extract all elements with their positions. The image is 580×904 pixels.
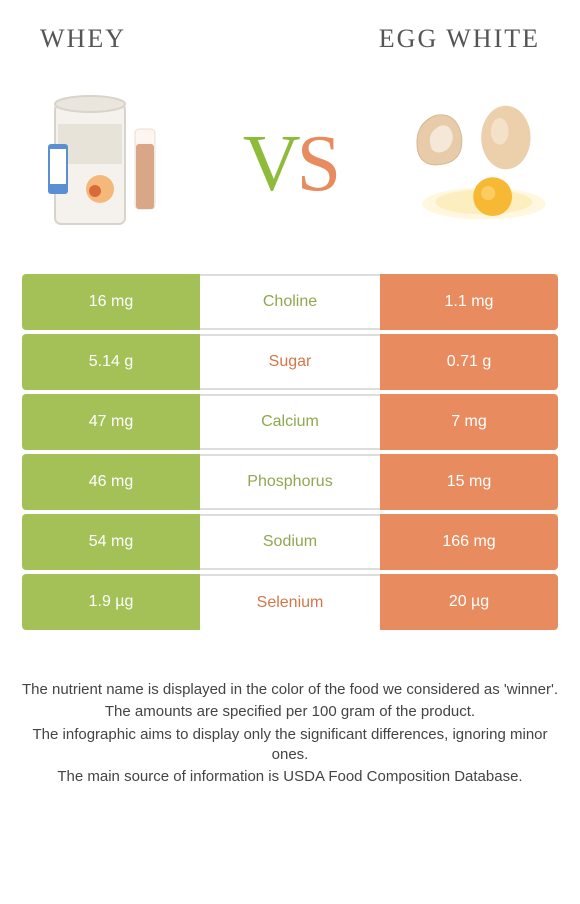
nutrient-label: Selenium	[200, 574, 380, 630]
footer-line-3: The infographic aims to display only the…	[18, 725, 562, 766]
header: WHEY EGG WHITE	[0, 0, 580, 64]
nutrient-table: 16 mgCholine1.1 mg5.14 gSugar0.71 g47 mg…	[0, 274, 580, 630]
nutrient-row: 46 mgPhosphorus15 mg	[22, 454, 558, 510]
value-left: 46 mg	[22, 454, 200, 510]
footer-line-4: The main source of information is USDA F…	[18, 767, 562, 787]
nutrient-label: Choline	[200, 274, 380, 330]
nutrient-row: 5.14 gSugar0.71 g	[22, 334, 558, 390]
footer-line-1: The nutrient name is displayed in the co…	[18, 680, 562, 700]
footer-line-2: The amounts are specified per 100 gram o…	[18, 702, 562, 722]
value-right: 20 µg	[380, 574, 558, 630]
value-left: 5.14 g	[22, 334, 200, 390]
nutrient-label: Phosphorus	[200, 454, 380, 510]
nutrient-row: 54 mgSodium166 mg	[22, 514, 558, 570]
value-right: 166 mg	[380, 514, 558, 570]
value-right: 0.71 g	[380, 334, 558, 390]
images-row: VS	[0, 64, 580, 274]
nutrient-row: 47 mgCalcium7 mg	[22, 394, 558, 450]
nutrient-label: Calcium	[200, 394, 380, 450]
egg-image	[400, 89, 550, 239]
nutrient-label: Sodium	[200, 514, 380, 570]
value-right: 1.1 mg	[380, 274, 558, 330]
value-left: 47 mg	[22, 394, 200, 450]
vs-s: S	[297, 120, 338, 208]
nutrient-row: 1.9 µgSelenium20 µg	[22, 574, 558, 630]
footer-notes: The nutrient name is displayed in the co…	[0, 630, 580, 787]
value-left: 1.9 µg	[22, 574, 200, 630]
value-left: 54 mg	[22, 514, 200, 570]
title-left: WHEY	[40, 24, 126, 54]
whey-image	[30, 89, 180, 239]
title-right: EGG WHITE	[379, 24, 540, 54]
vs-label: VS	[243, 119, 337, 210]
vs-v: V	[243, 120, 297, 208]
value-right: 15 mg	[380, 454, 558, 510]
value-left: 16 mg	[22, 274, 200, 330]
value-right: 7 mg	[380, 394, 558, 450]
nutrient-row: 16 mgCholine1.1 mg	[22, 274, 558, 330]
nutrient-label: Sugar	[200, 334, 380, 390]
